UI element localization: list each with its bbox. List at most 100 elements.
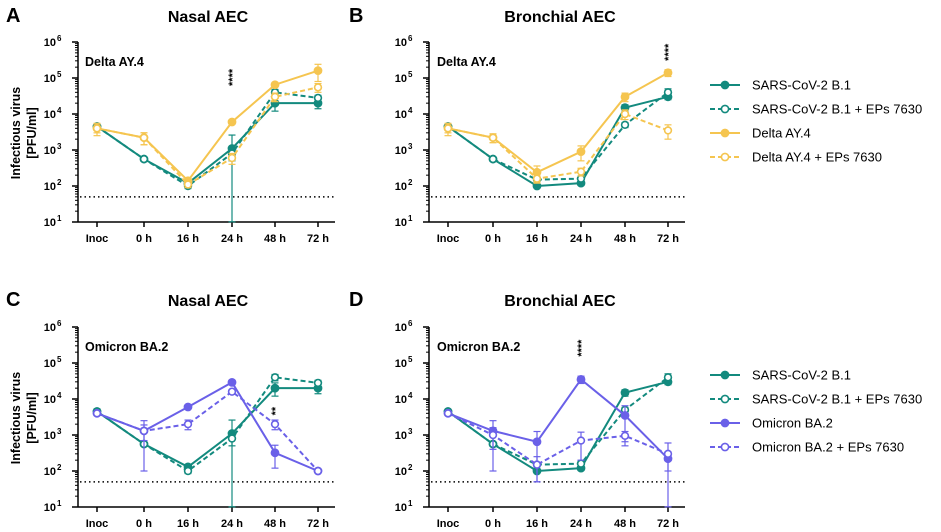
y-tick-exponent: 5 <box>57 355 62 364</box>
data-point <box>227 434 237 443</box>
x-tick-label: Inoc <box>437 233 460 245</box>
series-line <box>96 86 319 186</box>
series-line <box>447 377 669 460</box>
legend-item: SARS-CoV-2 B.1 <box>710 368 851 383</box>
legend-marker <box>720 418 730 428</box>
legend-marker <box>720 128 730 138</box>
legend-label: SARS-CoV-2 B.1 + EPs 7630 <box>752 392 922 407</box>
data-point <box>313 93 323 103</box>
legend-marker <box>720 104 730 114</box>
panel-letter-b: B <box>349 5 363 27</box>
series-line <box>96 390 319 472</box>
x-tick-label: 16 h <box>177 518 199 530</box>
y-tick-label: 10 <box>395 466 407 478</box>
x-tick-label: 48 h <box>614 233 636 245</box>
data-point <box>620 109 630 119</box>
data-point <box>663 373 673 382</box>
x-tick-label: 48 h <box>614 518 636 530</box>
data-point <box>92 124 102 133</box>
legend-marker <box>720 152 730 162</box>
legend-marker <box>720 394 730 404</box>
x-tick-label: 0 h <box>485 233 501 245</box>
panel-d: D Bronchial AEC Omicron BA.2 <box>349 289 616 354</box>
x-tick-label: Inoc <box>86 233 109 245</box>
series-omicron-ba-2-eps-7630 <box>443 409 673 508</box>
x-tick-label: 72 h <box>307 233 329 245</box>
series-sars-cov-2-b-1 <box>92 382 323 508</box>
legend-marker <box>720 370 730 380</box>
data-point <box>313 378 323 388</box>
data-point <box>620 120 630 130</box>
y-tick-exponent: 3 <box>57 142 62 151</box>
data-point <box>313 466 323 476</box>
x-tick-label: 48 h <box>264 518 286 530</box>
y-tick-exponent: 1 <box>408 214 413 223</box>
legend-label: Omicron BA.2 + EPs 7630 <box>752 440 904 455</box>
y-tick-exponent: 4 <box>57 106 62 115</box>
y-tick-label: 10 <box>44 145 56 157</box>
data-point <box>139 154 149 164</box>
series-delta-ay-4-eps-7630 <box>92 82 323 189</box>
panel-c: C Nasal AEC Omicron BA.2 <box>6 289 249 354</box>
panel-title-d: Bronchial AEC <box>504 293 616 310</box>
variant-label-d: Omicron BA.2 <box>437 340 520 354</box>
y-tick-label: 10 <box>44 37 56 49</box>
data-point <box>443 409 453 418</box>
legend-bottom: SARS-CoV-2 B.1 SARS-CoV-2 B.1 + EPs 7630 O… <box>710 368 922 455</box>
legend-item: Delta AY.4 <box>710 126 811 141</box>
series-omicron-ba-2 <box>92 377 323 476</box>
panel-letter-d: D <box>349 289 363 311</box>
x-tick-label: Inoc <box>86 518 109 530</box>
data-point <box>183 419 193 429</box>
data-point <box>270 419 280 429</box>
y-tick-label: 10 <box>395 322 407 334</box>
data-point <box>313 66 323 76</box>
x-tick-label: Inoc <box>437 518 460 530</box>
y-tick-label: 10 <box>395 430 407 442</box>
y-tick-exponent: 4 <box>408 106 413 115</box>
y-tick-exponent: 1 <box>408 499 413 508</box>
data-point <box>532 437 542 447</box>
data-point <box>576 375 586 384</box>
y-tick-label: 10 <box>395 502 407 514</box>
data-point <box>139 133 149 142</box>
y-tick-exponent: 2 <box>408 178 413 187</box>
variant-label-c: Omicron BA.2 <box>85 340 168 354</box>
panel-letter-a: A <box>6 5 20 27</box>
x-tick-label: 24 h <box>221 518 243 530</box>
y-tick-label: 10 <box>44 358 56 370</box>
panel-title-a: Nasal AEC <box>168 9 249 26</box>
data-point <box>227 387 237 396</box>
x-tick-label: 0 h <box>136 233 152 245</box>
y-tick-exponent: 2 <box>57 463 62 472</box>
x-tick-label: 24 h <box>570 233 592 245</box>
x-tick-label: 48 h <box>264 233 286 245</box>
data-point <box>270 383 280 393</box>
y-tick-exponent: 4 <box>408 391 413 400</box>
data-point <box>620 411 630 420</box>
y-tick-exponent: 6 <box>408 319 413 328</box>
y-tick-exponent: 4 <box>57 391 62 400</box>
x-tick-label: 0 h <box>485 518 501 530</box>
panel-b: B Bronchial AEC Delta AY.4 <box>349 5 616 69</box>
x-tick-label: 72 h <box>657 233 679 245</box>
series-line <box>96 376 319 473</box>
series-line <box>447 376 669 466</box>
data-point <box>443 124 453 133</box>
data-point <box>227 377 237 387</box>
x-tick-label: 72 h <box>307 518 329 530</box>
data-point <box>270 80 280 90</box>
data-point <box>183 466 193 476</box>
legend-marker <box>720 80 730 90</box>
variant-label-a: Delta AY.4 <box>85 55 144 69</box>
y-axis-title-top-line2: [PFU/ml] <box>25 107 39 158</box>
x-tick-label: 72 h <box>657 518 679 530</box>
legend-top: SARS-CoV-2 B.1 SARS-CoV-2 B.1 + EPs 7630 D… <box>710 78 922 165</box>
legend-marker <box>720 442 730 452</box>
data-point <box>183 180 193 189</box>
data-point <box>139 426 149 436</box>
